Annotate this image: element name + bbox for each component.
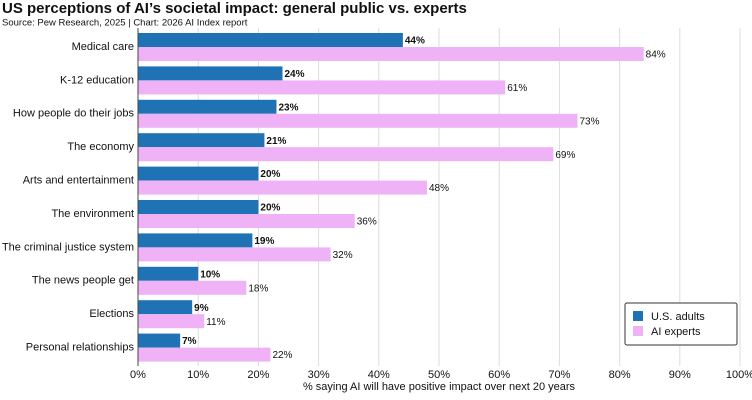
bar [138, 147, 554, 162]
value-label: 21% [266, 136, 286, 147]
bar [138, 66, 283, 81]
legend-swatch [633, 311, 643, 321]
value-label: 18% [248, 283, 268, 294]
value-label: 9% [194, 303, 209, 314]
bar [138, 233, 253, 248]
bar [138, 266, 199, 281]
value-label: 19% [254, 236, 274, 247]
legend-swatch [633, 326, 643, 336]
value-label: 44% [405, 36, 425, 47]
y-tick-label: How people do their jobs [13, 108, 135, 120]
x-tick-label: 20% [247, 369, 269, 381]
legend-box [624, 302, 738, 346]
bar [138, 47, 644, 61]
bar [138, 33, 403, 47]
value-label: 69% [555, 150, 575, 161]
value-label: 22% [272, 350, 292, 361]
bar [138, 300, 193, 315]
value-label: 23% [278, 102, 298, 113]
x-tick-label: 10% [187, 369, 209, 381]
bar [138, 247, 331, 262]
x-tick-label: 0% [130, 369, 146, 381]
bar [138, 133, 265, 148]
bar [138, 113, 578, 128]
value-label: 11% [206, 317, 225, 328]
bar [138, 347, 271, 362]
y-tick-label: Personal relationships [26, 342, 135, 354]
value-label: 32% [333, 250, 353, 261]
x-tick-label: 30% [308, 369, 330, 381]
value-label: 10% [200, 269, 220, 280]
legend-label: U.S. adults [651, 311, 705, 323]
bar [138, 80, 506, 95]
bar [138, 314, 205, 329]
value-label: 24% [284, 69, 304, 80]
bar [138, 200, 259, 214]
y-tick-label: The criminal justice system [2, 241, 134, 253]
bar [138, 99, 277, 114]
x-tick-label: 100% [726, 369, 752, 381]
y-tick-label: K-12 education [60, 74, 134, 86]
bar [138, 166, 259, 181]
value-label: 61% [507, 83, 527, 94]
value-label: 7% [182, 336, 197, 347]
bar [138, 180, 427, 195]
x-tick-label: 90% [669, 369, 691, 381]
bar [138, 214, 355, 228]
x-tick-label: 80% [609, 369, 631, 381]
y-tick-label: The environment [51, 208, 134, 220]
y-tick-label: Elections [89, 308, 134, 320]
x-tick-label: 60% [488, 369, 510, 381]
bar [138, 333, 181, 348]
y-tick-label: The news people get [32, 275, 134, 287]
value-label: 84% [646, 50, 666, 61]
y-tick-label: Arts and entertainment [23, 175, 134, 187]
value-label: 20% [260, 203, 280, 214]
x-tick-label: 40% [368, 369, 390, 381]
value-label: 20% [260, 169, 280, 180]
value-label: 36% [357, 217, 377, 228]
chart-subtitle: Source: Pew Research, 2025 | Chart: 2026… [2, 18, 248, 29]
y-tick-label: Medical care [72, 41, 134, 53]
y-tick-label: The economy [67, 141, 134, 153]
chart-title: US perceptions of AI’s societal impact: … [2, 0, 467, 17]
value-label: 73% [579, 116, 599, 127]
x-axis-label: % saying AI will have positive impact ov… [303, 381, 576, 393]
value-label: 48% [429, 183, 449, 194]
x-tick-label: 70% [548, 369, 570, 381]
bar [138, 280, 247, 295]
x-tick-label: 50% [428, 369, 450, 381]
legend-label: AI experts [651, 326, 701, 338]
